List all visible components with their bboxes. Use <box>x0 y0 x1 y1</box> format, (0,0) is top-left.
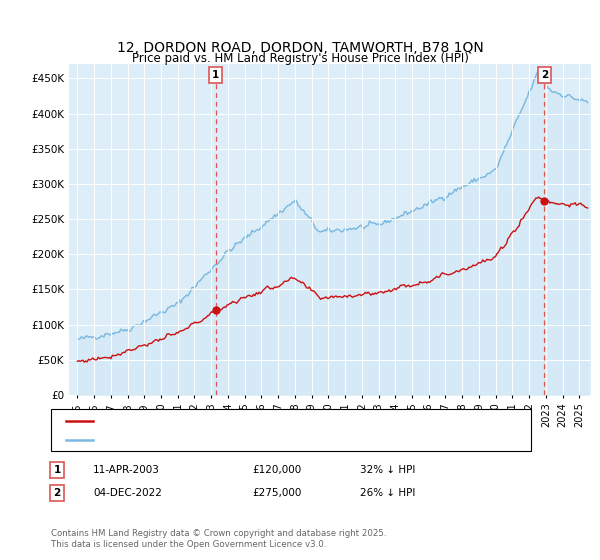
Text: HPI: Average price, detached house, North Warwickshire: HPI: Average price, detached house, Nort… <box>99 435 380 445</box>
Text: 12, DORDON ROAD, DORDON, TAMWORTH, B78 1QN (detached house): 12, DORDON ROAD, DORDON, TAMWORTH, B78 1… <box>99 417 453 426</box>
Text: 26% ↓ HPI: 26% ↓ HPI <box>360 488 415 498</box>
Text: 1: 1 <box>53 465 61 475</box>
Text: 04-DEC-2022: 04-DEC-2022 <box>93 488 162 498</box>
Text: 32% ↓ HPI: 32% ↓ HPI <box>360 465 415 475</box>
Text: £275,000: £275,000 <box>252 488 301 498</box>
Text: 2: 2 <box>541 70 548 80</box>
Text: £120,000: £120,000 <box>252 465 301 475</box>
Text: 2: 2 <box>53 488 61 498</box>
Text: Price paid vs. HM Land Registry's House Price Index (HPI): Price paid vs. HM Land Registry's House … <box>131 52 469 66</box>
Text: 1: 1 <box>212 70 220 80</box>
Text: 11-APR-2003: 11-APR-2003 <box>93 465 160 475</box>
Text: Contains HM Land Registry data © Crown copyright and database right 2025.
This d: Contains HM Land Registry data © Crown c… <box>51 529 386 549</box>
Text: 12, DORDON ROAD, DORDON, TAMWORTH, B78 1QN: 12, DORDON ROAD, DORDON, TAMWORTH, B78 1… <box>116 41 484 55</box>
